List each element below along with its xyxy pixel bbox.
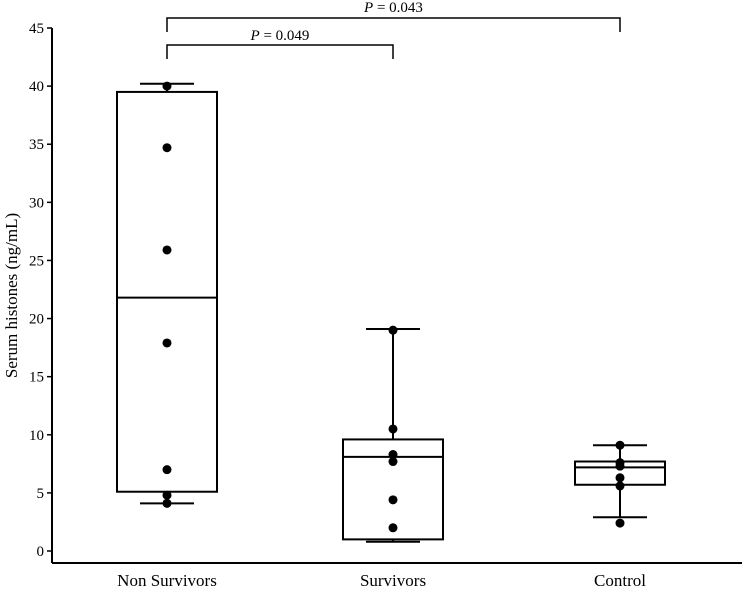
- data-points: [162, 81, 625, 533]
- p-value-label: P = 0.043: [363, 0, 423, 16]
- data-point: [388, 523, 398, 533]
- significance-brackets: P = 0.049 P = 0.043: [166, 0, 621, 59]
- y-tick-label: 45: [29, 21, 44, 37]
- data-point: [162, 490, 172, 500]
- boxes: [116, 82, 666, 543]
- data-point: [388, 457, 398, 467]
- data-point: [162, 245, 172, 255]
- data-point: [388, 495, 398, 505]
- data-point: [162, 81, 172, 91]
- x-category-label: Control: [594, 571, 646, 590]
- y-tick-label: 20: [29, 312, 44, 328]
- y-tick-label: 10: [29, 428, 44, 444]
- data-point: [388, 424, 398, 434]
- data-point: [162, 338, 172, 348]
- bracket: P = 0.049: [166, 28, 394, 59]
- x-category-label: Survivors: [360, 571, 426, 590]
- data-point: [615, 440, 625, 450]
- data-point: [162, 498, 172, 508]
- box-survivors: [342, 328, 444, 543]
- y-tick-label: 25: [29, 253, 44, 269]
- data-point: [615, 518, 625, 528]
- bracket: P = 0.043: [166, 0, 621, 32]
- data-point: [388, 450, 398, 460]
- data-point: [615, 473, 625, 483]
- data-point: [388, 325, 398, 335]
- data-point: [615, 481, 625, 491]
- y-tick-label: 0: [37, 544, 45, 560]
- bracket-line: [166, 17, 621, 32]
- y-axis-title: Serum histones (ng/mL): [2, 213, 21, 378]
- y-tick-label: 30: [29, 195, 44, 211]
- data-point: [162, 143, 172, 153]
- axes: 0 5 10 15 20 25 30 35 40 45 Serum histones (ng/mL)…: [2, 21, 742, 590]
- bracket-line: [166, 44, 394, 59]
- p-value-label: P = 0.049: [250, 28, 310, 44]
- data-point: [615, 461, 625, 471]
- x-category-label: Non Survivors: [117, 571, 217, 590]
- y-tick-label: 35: [29, 137, 44, 153]
- data-point: [162, 465, 172, 475]
- y-tick-label: 40: [29, 79, 44, 95]
- y-tick-label: 15: [29, 370, 44, 386]
- y-tick-label: 5: [37, 486, 45, 502]
